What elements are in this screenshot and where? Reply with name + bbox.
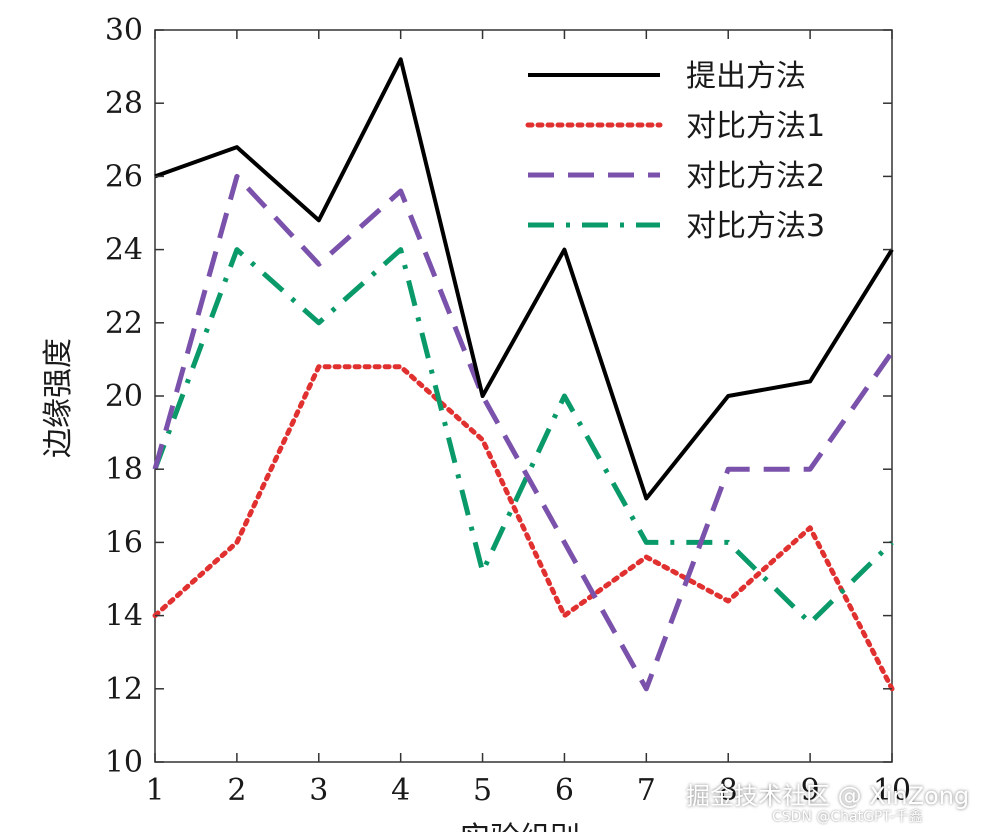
series-line-3 bbox=[152, 173, 895, 692]
y-axis-label: 边缘强度 bbox=[41, 338, 76, 458]
legend-label-4: 对比方法3 bbox=[686, 209, 825, 244]
y-tick-label: 16 bbox=[105, 525, 143, 560]
y-tick-label: 26 bbox=[105, 159, 143, 194]
x-tick-label: 9 bbox=[801, 773, 820, 808]
x-axis-label: 实验组别 bbox=[460, 821, 580, 832]
x-tick-label: 5 bbox=[473, 773, 492, 808]
x-tick-label: 2 bbox=[227, 773, 246, 808]
y-tick-label: 20 bbox=[105, 379, 143, 414]
x-tick-label: 1 bbox=[145, 773, 164, 808]
y-tick-label: 24 bbox=[105, 233, 143, 268]
y-tick-label: 14 bbox=[105, 599, 143, 634]
y-axis-ticks: 10 12 14 16 18 20 22 24 26 28 30 bbox=[105, 13, 892, 780]
series-line-1 bbox=[154, 57, 894, 501]
x-tick-label: 10 bbox=[873, 773, 911, 808]
watermark-sub: CSDN @ChatGPT-千鑫 bbox=[772, 809, 923, 825]
y-tick-label: 10 bbox=[105, 745, 143, 780]
y-tick-label: 30 bbox=[105, 13, 143, 48]
series-line-4 bbox=[152, 247, 894, 626]
y-tick-label: 18 bbox=[105, 452, 143, 487]
x-tick-label: 4 bbox=[391, 773, 410, 808]
y-tick-label: 28 bbox=[105, 86, 143, 121]
legend-label-1: 提出方法 bbox=[686, 59, 806, 94]
x-tick-label: 7 bbox=[637, 773, 656, 808]
x-tick-label: 8 bbox=[719, 773, 738, 808]
legend-label-3: 对比方法2 bbox=[686, 159, 825, 194]
x-tick-label: 3 bbox=[309, 773, 328, 808]
series-line-2 bbox=[152, 364, 895, 692]
y-tick-label: 22 bbox=[105, 306, 143, 341]
series-layer bbox=[152, 57, 895, 692]
x-axis-ticks: 1 2 3 4 5 6 7 8 9 10 bbox=[145, 30, 911, 808]
x-tick-label: 6 bbox=[555, 773, 574, 808]
watermark-main: 掘金技术社区 @ XinZong bbox=[686, 782, 970, 810]
y-tick-label: 12 bbox=[105, 672, 143, 707]
legend-label-2: 对比方法1 bbox=[686, 109, 825, 144]
